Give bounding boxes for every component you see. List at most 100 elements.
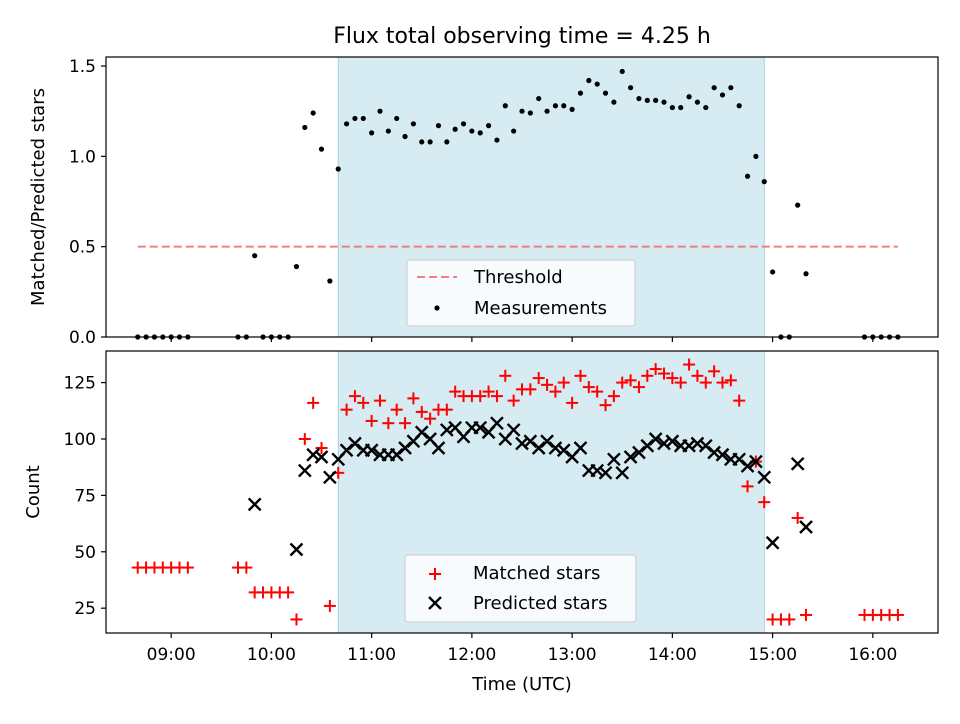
- predicted-star-point: [506, 423, 521, 437]
- measurement-point: [435, 123, 442, 129]
- predicted-star-point: [431, 441, 446, 455]
- measurement-point: [636, 95, 642, 102]
- matched-star-point: [399, 417, 412, 430]
- x-axis-label: Time (UTC): [471, 674, 572, 695]
- predicted-legend-label: Predicted stars: [473, 593, 607, 614]
- matched-star-point: [449, 385, 462, 398]
- x-tick-label: 16:00: [848, 645, 897, 665]
- matched-star-point: [566, 396, 579, 409]
- measurement-point: [644, 97, 650, 103]
- matched-star-point: [490, 390, 503, 403]
- matched-star-point: [407, 392, 420, 405]
- measurement-point: [653, 97, 659, 103]
- measurement-point: [661, 99, 667, 105]
- predicted-star-point: [573, 441, 588, 455]
- measurement-point: [577, 90, 584, 96]
- matched-star-point: [532, 372, 545, 385]
- measurement-point: [343, 121, 350, 127]
- y-tick-label: 0.5: [69, 238, 96, 258]
- matched-star-point: [524, 383, 537, 396]
- matched-star-point: [641, 369, 654, 382]
- predicted-star-point: [690, 436, 705, 451]
- matched-star-point: [708, 365, 721, 378]
- matched-legend-label: Matched stars: [473, 563, 600, 584]
- predicted-star-point: [715, 447, 730, 462]
- measurement-point: [694, 99, 701, 105]
- matched-star-point: [365, 414, 378, 427]
- matched-star-point: [582, 381, 595, 394]
- measurement-point: [452, 126, 458, 132]
- matched-star-point: [181, 561, 194, 574]
- measurement-point: [394, 115, 400, 122]
- measurement-point: [293, 263, 300, 270]
- top-legend: Threshold Measurements: [406, 259, 636, 327]
- y-tick-label: 125: [64, 374, 96, 394]
- measurement-point: [552, 103, 559, 109]
- matched-star-point: [415, 405, 428, 418]
- matched-star-point: [499, 369, 512, 382]
- measurement-point: [770, 269, 776, 275]
- matched-star-point: [891, 608, 904, 621]
- predicted-star-point: [749, 454, 763, 469]
- matched-star-point: [474, 390, 487, 403]
- measurement-point: [444, 139, 450, 145]
- measurement-point: [485, 123, 492, 129]
- measurements-series: [135, 68, 901, 340]
- measurement-point: [686, 94, 692, 100]
- bottom-x-ticks: 09:00 10:00 11:00 12:00 13:00 14:00 15:00 16:00: [147, 633, 897, 665]
- measurement-point: [753, 153, 759, 159]
- matched-star-point: [783, 613, 796, 626]
- matched-star-point: [658, 367, 671, 380]
- measurement-point: [477, 130, 483, 136]
- predicted-star-point: [757, 470, 772, 485]
- matched-star-point: [624, 374, 637, 387]
- measurement-point: [302, 124, 308, 131]
- predicted-star-point: [314, 450, 329, 464]
- matched-star-point: [348, 390, 361, 403]
- matched-star-point: [282, 586, 295, 599]
- matched-star-point: [599, 399, 612, 412]
- predicted-star-point: [665, 434, 680, 449]
- measurement-point: [427, 139, 433, 145]
- measurement-point: [803, 271, 809, 277]
- bottom-y-ticks: 25 50 75 100 125: [64, 374, 106, 619]
- matched-star-point: [240, 561, 253, 574]
- measurement-point: [352, 115, 358, 122]
- y-tick-label: 25: [74, 599, 96, 619]
- predicted-legend-swatch: [428, 596, 442, 610]
- predicted-star-point: [323, 470, 337, 485]
- threshold-legend-label: Threshold: [473, 267, 563, 288]
- predicted-star-point: [707, 445, 721, 460]
- top-panel: 0.0 0.5 1.0 1.5 Flux total observing time =…: [28, 24, 939, 348]
- matched-star-point: [440, 403, 453, 416]
- y-tick-label: 100: [64, 430, 96, 450]
- predicted-star-point: [490, 416, 504, 431]
- predicted-star-point: [682, 438, 696, 453]
- predicted-star-point: [740, 459, 755, 473]
- measurement-point: [719, 92, 726, 98]
- matched-star-point: [724, 374, 737, 387]
- matched-star-point: [424, 412, 437, 425]
- measurement-point: [318, 146, 325, 152]
- predicted-star-point: [615, 465, 630, 480]
- matched-star-point: [390, 403, 403, 416]
- measurements-legend-swatch: [434, 305, 440, 311]
- x-tick-label: 09:00: [147, 645, 196, 665]
- matched-star-point: [691, 369, 704, 382]
- top-x-ticks: [170, 337, 874, 342]
- y-tick-label: 1.5: [69, 57, 96, 77]
- matched-star-point: [382, 417, 395, 430]
- measurement-point: [385, 128, 391, 134]
- matched-star-point: [791, 511, 804, 524]
- measurement-point: [469, 128, 475, 134]
- x-tick-label: 10:00: [247, 645, 296, 665]
- matched-star-point: [758, 496, 771, 509]
- matched-star-point: [733, 394, 746, 407]
- measurement-point: [602, 90, 609, 96]
- measurement-point: [519, 108, 525, 114]
- predicted-star-point: [297, 463, 312, 478]
- measurement-point: [795, 202, 801, 208]
- predicted-star-point: [289, 542, 304, 557]
